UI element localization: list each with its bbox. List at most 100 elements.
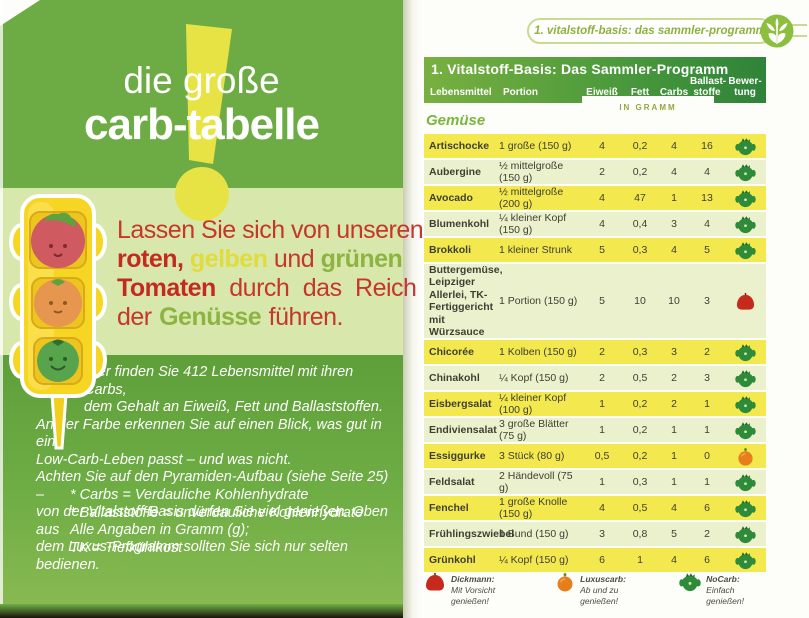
footnotes: * Carbs = Verdauliche Kohlenhydrate * Bal… xyxy=(70,487,364,521)
cell-num: 2 xyxy=(599,346,605,359)
breadcrumb-label: 1. vitalstoff-basis: das sammler-program… xyxy=(534,25,766,37)
cell-num: 0,8 xyxy=(632,528,648,541)
cell-num: 4 xyxy=(671,140,677,152)
col-ballaststoffe: Ballast- stoffe xyxy=(690,76,727,98)
rating-green-icon xyxy=(679,573,701,592)
cell-num: 0,2 xyxy=(632,140,648,152)
breadcrumb: 1. vitalstoff-basis: das sammler-program… xyxy=(527,18,773,44)
cell-num: 10 xyxy=(668,295,680,308)
cell-portion: 1 Portion (150 g) xyxy=(499,295,578,308)
legend-item: NoCarb: Einfach genießen! xyxy=(679,572,766,607)
cell-num: 2 xyxy=(671,372,677,385)
legend-item: Dickmann: Mit Vorsicht genießen! xyxy=(424,572,525,607)
cell-portion: 3 große Blätter (75 g) xyxy=(499,418,569,443)
col-bewertung: Bewer- tung xyxy=(728,76,762,98)
rating-green-icon xyxy=(734,137,756,155)
cell-num: 5 xyxy=(599,244,605,256)
cell-num: 0,2 xyxy=(632,166,648,178)
cell-num: 0,3 xyxy=(632,476,648,489)
col-eiweiss: Eiweiß xyxy=(586,86,618,98)
cell-num: 6 xyxy=(704,554,710,567)
cell-portion: ½ mittelgroße (150 g) xyxy=(499,160,564,184)
col-portion: Portion xyxy=(503,86,538,98)
table-row: Brokkoli 1 kleiner Strunk 5 0,3 4 5 xyxy=(424,238,766,262)
cell-num: 1 xyxy=(671,424,677,437)
cell-name: Brokkoli xyxy=(429,243,472,256)
cell-portion: 1 große (150 g) xyxy=(499,140,572,152)
cell-num: 5 xyxy=(704,244,710,256)
cell-num: 1 xyxy=(671,476,677,489)
table-row: Blumenkohl ¼ kleiner Kopf (150 g) 4 0,4 3 4 xyxy=(424,212,766,236)
page-title: die große carb-tabelle xyxy=(0,60,403,150)
left-page: die große carb-tabelle xyxy=(0,0,424,618)
orange-tomato-icon xyxy=(34,279,82,327)
units-note: Alle Angaben in Gramm (g); TK = Tiefkühlk… xyxy=(70,522,250,556)
cell-portion: ¼ Kopf (150 g) xyxy=(499,372,569,385)
cell-num: 0,5 xyxy=(632,372,648,385)
col-carbs: Carbs xyxy=(659,86,689,98)
cell-num: 1 xyxy=(599,398,605,411)
cell-num: 1 xyxy=(671,192,677,204)
rating-green-icon xyxy=(734,474,756,491)
cell-num: 4 xyxy=(599,192,605,204)
table-row: Artischocke 1 große (150 g) 4 0,2 4 16 xyxy=(424,134,766,158)
green-rating-cell xyxy=(724,525,766,544)
cell-num: 13 xyxy=(701,192,713,204)
legend-green-icon xyxy=(679,572,701,597)
cell-num: 2 xyxy=(599,372,605,385)
cell-num: 6 xyxy=(704,502,710,515)
cell-num: 10 xyxy=(634,295,646,308)
cell-num: 0,2 xyxy=(632,450,648,463)
cell-num: 2 xyxy=(671,398,677,411)
cell-num: 3 xyxy=(671,346,677,359)
legend-description: Einfach genießen! xyxy=(706,585,744,607)
traffic-light-illustration xyxy=(9,194,107,450)
green-rating-cell xyxy=(724,163,766,182)
sprout-icon xyxy=(760,14,794,48)
cell-num: 0 xyxy=(704,450,710,463)
rating-orange-icon xyxy=(557,572,573,592)
cell-portion: 1 Kolben (150 g) xyxy=(499,346,577,359)
green-rating-cell xyxy=(724,551,766,570)
cell-num: 4 xyxy=(704,218,710,230)
cell-portion: 1 große Knolle (150 g) xyxy=(499,496,568,521)
cell-name: Buttergemüse, Leipziger Allerlei, TK-Fer… xyxy=(429,264,503,338)
green-rating-cell xyxy=(724,137,766,156)
green-rating-cell xyxy=(724,421,766,440)
page-bottom-shadow xyxy=(0,604,403,618)
orange-rating-cell xyxy=(724,447,766,466)
col-lebensmittel: Lebensmittel xyxy=(430,86,492,98)
cell-num: 3 xyxy=(704,372,710,385)
table-header: 1. Vitalstoff-Basis: Das Sammler-Program… xyxy=(424,57,766,103)
cell-num: 0,4 xyxy=(632,218,648,230)
rating-green-icon xyxy=(734,189,756,207)
green-rating-cell xyxy=(724,241,766,260)
cell-num: 4 xyxy=(704,166,710,178)
cell-num: 0,2 xyxy=(632,424,648,437)
cell-name: Grünkohl xyxy=(429,554,476,567)
green-rating-cell xyxy=(724,189,766,208)
green-rating-cell xyxy=(724,343,766,362)
rating-green-icon xyxy=(734,370,756,387)
cell-portion: 1 Bund (150 g) xyxy=(499,528,569,541)
cell-name: Eisbergsalat xyxy=(429,398,492,411)
cell-name: Blumenkohl xyxy=(429,217,490,230)
rating-red-icon xyxy=(426,573,444,591)
intro-line: Tomaten durch das Reich xyxy=(117,274,417,302)
title-banner: die große carb-tabelle xyxy=(0,0,403,221)
green-rating-cell xyxy=(724,473,766,492)
cell-num: 0,3 xyxy=(632,244,648,256)
cell-num: 4 xyxy=(671,244,677,256)
intro-text: Lassen Sie sich von unseren roten, gelben… xyxy=(117,216,424,332)
table-row: Endiviensalat 3 große Blätter (75 g) 1 0,2 1… xyxy=(424,418,766,443)
cell-num: 4 xyxy=(599,218,605,230)
page-title-line2: carb-tabelle xyxy=(84,100,320,149)
table-row: Eisbergsalat ¼ kleiner Kopf (100 g) 1 0,2 2 1 xyxy=(424,392,766,417)
rating-green-icon xyxy=(734,163,756,181)
cell-num: 4 xyxy=(599,140,605,152)
cell-name: Artischocke xyxy=(429,139,490,152)
food-table: Artischocke 1 große (150 g) 4 0,2 4 16 Aubergi… xyxy=(424,134,766,573)
green-rating-cell xyxy=(724,215,766,234)
cell-num: 1 xyxy=(704,424,710,437)
